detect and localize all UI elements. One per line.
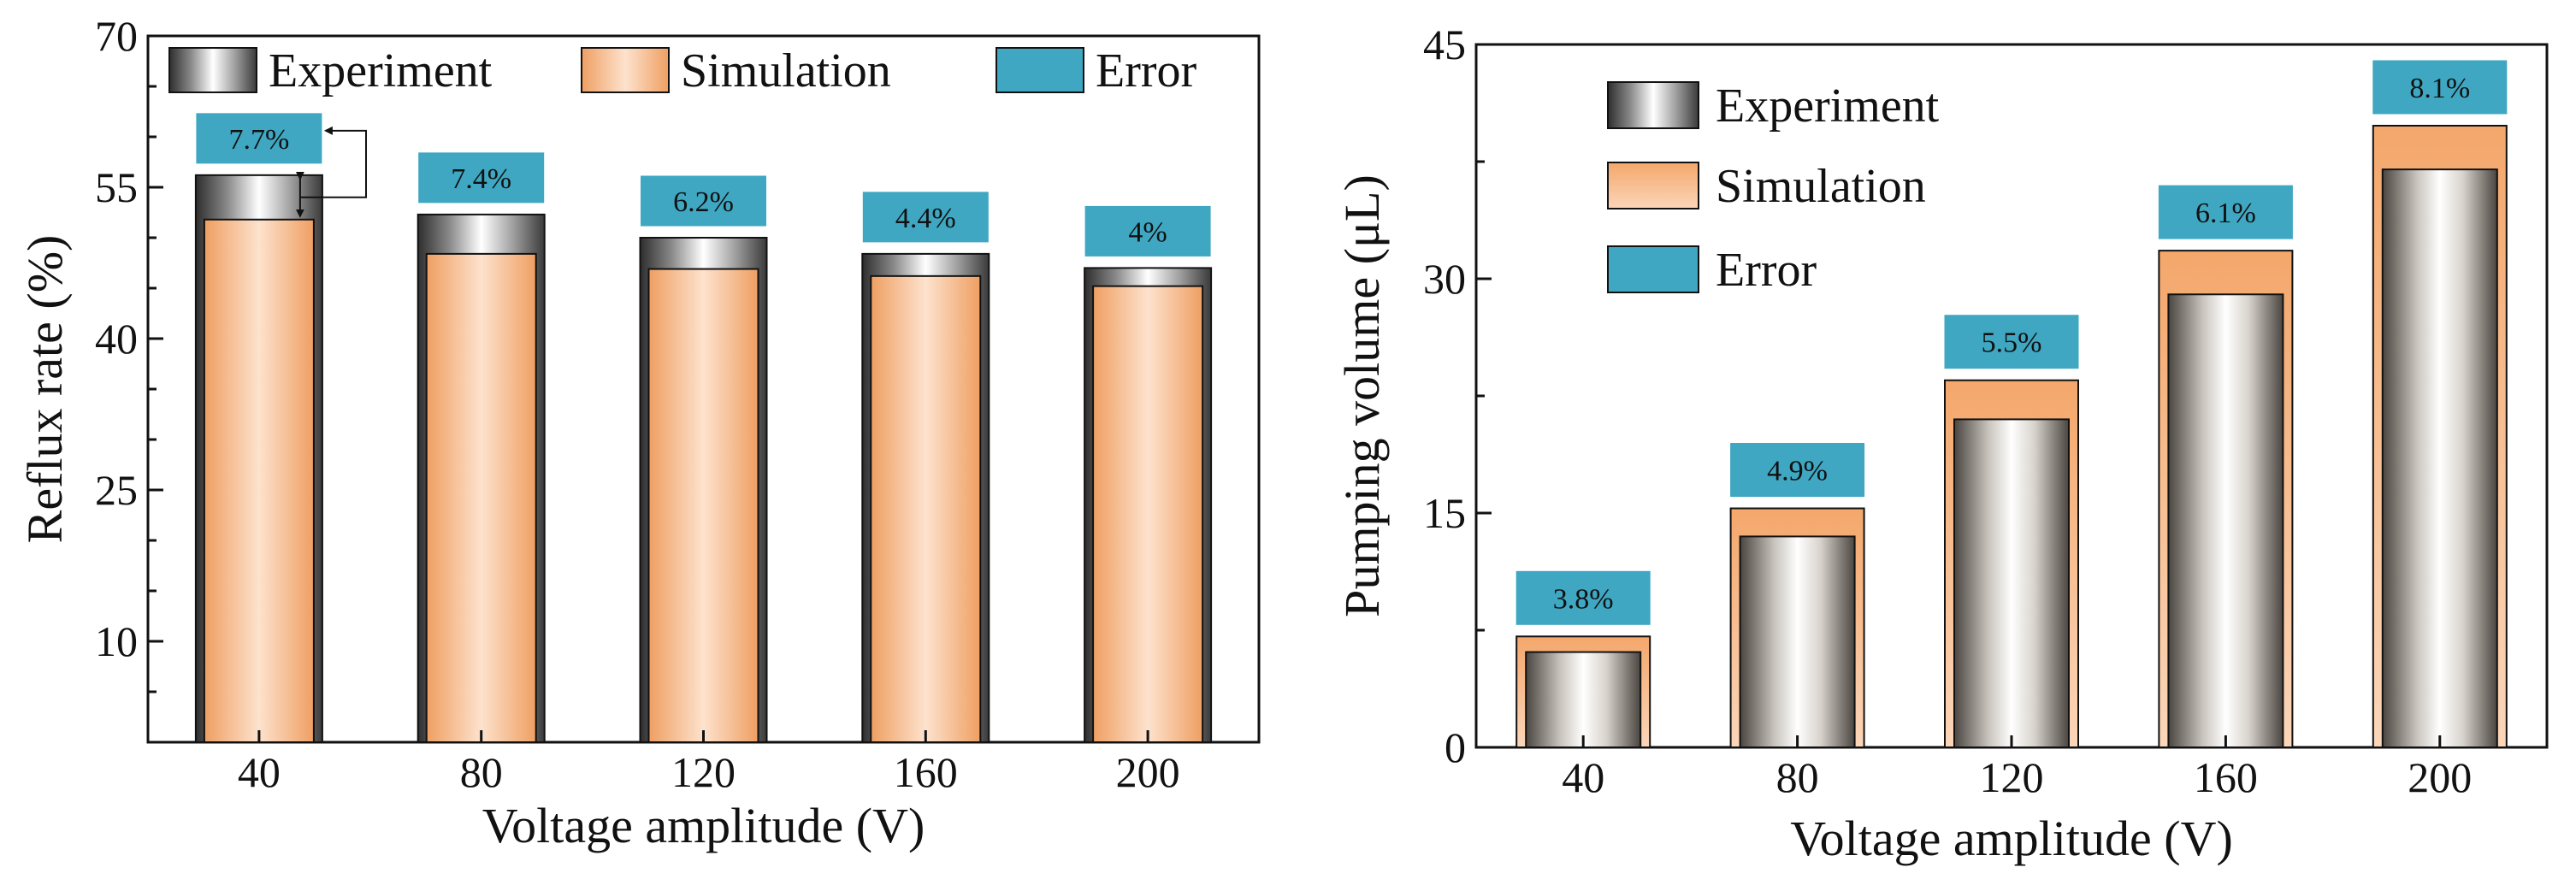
- experiment-bar: [1953, 418, 2070, 748]
- experiment-bar: [1739, 535, 1856, 749]
- simulation-bar: [647, 268, 759, 743]
- x-tick-label: 40: [238, 748, 281, 796]
- legend-experiment-label: Experiment: [1716, 80, 1940, 133]
- y-axis-title: Pumping volume (μL): [1334, 174, 1390, 617]
- error-label: 3.8%: [1553, 583, 1614, 615]
- error-label: 4%: [1128, 216, 1167, 248]
- y-tick-label: 45: [1423, 21, 1466, 68]
- x-tick-label: 80: [1776, 753, 1819, 801]
- legend-experiment-label: Experiment: [269, 44, 493, 97]
- error-box: [2370, 57, 2510, 117]
- error-label: 6.1%: [2195, 198, 2256, 229]
- error-box: [1728, 440, 1868, 500]
- legend-error-label: Error: [1096, 44, 1197, 97]
- legend-experiment-swatch: [1607, 81, 1699, 129]
- error-label: 6.2%: [673, 186, 734, 218]
- y-tick-label: 10: [95, 617, 138, 665]
- y-tick-label: 55: [95, 163, 138, 211]
- y-tick-label: 15: [1423, 489, 1466, 537]
- legend-experiment-swatch: [168, 47, 257, 93]
- error-label: 8.1%: [2409, 73, 2470, 104]
- simulation-bar: [203, 218, 315, 743]
- legend-error-label: Error: [1716, 244, 1817, 297]
- error-box: [416, 150, 547, 206]
- error-box: [1941, 312, 2082, 372]
- x-tick-label: 40: [1562, 753, 1604, 801]
- simulation-bar: [425, 252, 537, 743]
- x-tick-label: 200: [2408, 753, 2472, 801]
- x-tick-label: 120: [1980, 753, 2044, 801]
- error-label: 7.7%: [228, 124, 289, 156]
- simulation-bar: [1092, 285, 1204, 743]
- legend-simulation-swatch: [1607, 162, 1699, 209]
- y-tick-label: 30: [1423, 255, 1466, 303]
- legend-simulation-label: Simulation: [681, 44, 891, 97]
- y-axis-title: Reflux rate (%): [17, 235, 73, 544]
- error-box: [860, 189, 991, 245]
- y-tick-label: 40: [95, 315, 138, 363]
- error-label: 7.4%: [451, 163, 511, 195]
- x-axis-title: Voltage amplitude (V): [1790, 811, 2233, 866]
- experiment-bar: [2381, 168, 2498, 748]
- error-box: [2155, 182, 2295, 242]
- error-box: [1082, 203, 1214, 259]
- error-box: [1513, 568, 1653, 628]
- y-tick-label: 0: [1445, 723, 1466, 771]
- error-callout-arrow: [299, 126, 367, 198]
- experiment-bar: [1525, 651, 1642, 748]
- error-label: 5.5%: [1982, 327, 2042, 359]
- legend-error-swatch: [996, 47, 1084, 93]
- error-box: [193, 110, 325, 167]
- error-box: [638, 173, 769, 229]
- x-axis-title: Voltage amplitude (V): [482, 798, 925, 853]
- x-tick-label: 160: [894, 748, 958, 796]
- y-tick-label: 25: [95, 466, 138, 514]
- chart-pumping-volume: 0 15 30 45 3.8% 40 4.9% 80 5.5% 120 6.1% 160 8.1% 200…: [1334, 21, 2549, 866]
- legend-error-swatch: [1607, 245, 1699, 293]
- y-tick-label: 70: [95, 12, 138, 60]
- x-tick-label: 120: [671, 748, 736, 796]
- error-label: 4.9%: [1767, 456, 1828, 487]
- simulation-bar: [870, 274, 982, 743]
- legend-simulation-label: Simulation: [1716, 160, 1926, 213]
- x-tick-label: 160: [2194, 753, 2258, 801]
- legend-simulation-swatch: [581, 47, 670, 93]
- chart-reflux-rate: 10 25 40 55 70 7.7% 40 7.4% 80 6.2% 120 4.4% 160 4% 20…: [17, 12, 1261, 853]
- x-tick-label: 200: [1116, 748, 1180, 796]
- error-label: 4.4%: [895, 203, 956, 234]
- experiment-bar: [2167, 293, 2284, 748]
- x-tick-label: 80: [460, 748, 503, 796]
